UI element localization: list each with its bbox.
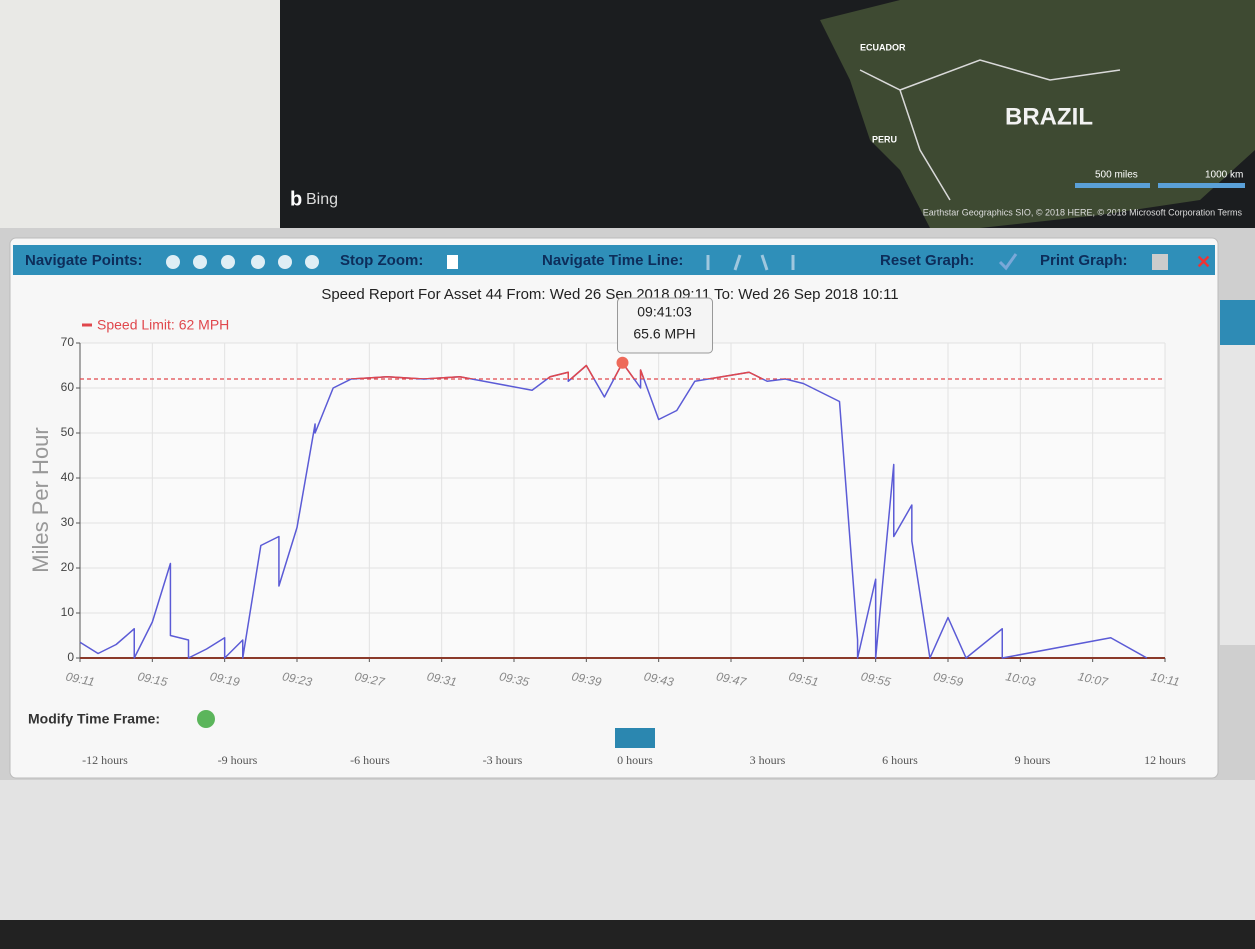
map-label: BRAZIL xyxy=(1005,103,1093,130)
nav-button[interactable] xyxy=(305,255,319,269)
slider-label: 6 hours xyxy=(882,753,918,767)
hover-point xyxy=(617,357,629,369)
page: {"map": {"brand": "Bing", "labels": ["EC… xyxy=(0,0,1255,949)
map-label: ECUADOR xyxy=(860,42,906,52)
plot-area xyxy=(80,343,1165,658)
side-tab[interactable] xyxy=(1220,300,1255,345)
scale-bar xyxy=(1158,183,1245,188)
y-tick-label: 70 xyxy=(61,335,75,349)
map-attribution: Earthstar Geographics SIO, © 2018 HERE, … xyxy=(923,207,1243,217)
chart-title: Speed Report For Asset 44 From: Wed 26 S… xyxy=(321,286,898,303)
map-scale: 1000 km xyxy=(1205,170,1243,181)
scale-bar xyxy=(1075,183,1150,188)
nav-button[interactable] xyxy=(193,255,207,269)
toolbar-label: Navigate Time Line: xyxy=(542,252,683,269)
monitor-bezel xyxy=(0,920,1255,949)
slider-handle[interactable] xyxy=(615,728,655,748)
page-bottom xyxy=(0,780,1255,920)
time-frame-label: Modify Time Frame: xyxy=(28,711,160,727)
toolbar-label: Stop Zoom: xyxy=(340,252,423,269)
y-tick-label: 60 xyxy=(61,380,75,394)
nav-button[interactable] xyxy=(166,255,180,269)
side-panel xyxy=(0,0,280,228)
nav-button[interactable] xyxy=(251,255,265,269)
slider-label: 0 hours xyxy=(617,753,653,767)
side-list xyxy=(1220,345,1255,645)
map-scale: 500 miles xyxy=(1095,170,1138,181)
bing-brand: Bing xyxy=(306,191,338,208)
slider-label: 9 hours xyxy=(1015,753,1051,767)
y-tick-label: 10 xyxy=(61,605,75,619)
slider-label: 3 hours xyxy=(750,753,786,767)
y-tick-label: 40 xyxy=(61,470,75,484)
map-label: PERU xyxy=(872,134,897,144)
time-frame-toggle[interactable] xyxy=(197,710,215,728)
slider-label: -12 hours xyxy=(82,753,128,767)
nav-button[interactable] xyxy=(221,255,235,269)
y-tick-label: 0 xyxy=(67,650,74,664)
y-axis-label: Miles Per Hour xyxy=(28,427,53,572)
bing-logo: b xyxy=(290,188,302,210)
y-tick-label: 50 xyxy=(61,425,75,439)
slider-label: 12 hours xyxy=(1144,753,1186,767)
print-button[interactable] xyxy=(1152,254,1168,270)
tooltip-time: 09:41:03 xyxy=(637,304,692,320)
legend-label: Speed Limit: 62 MPH xyxy=(97,317,229,333)
toolbar-label: Print Graph: xyxy=(1040,252,1128,269)
toolbar-label: Navigate Points: xyxy=(25,252,143,269)
toolbar-label: Reset Graph: xyxy=(880,252,974,269)
screen: ECUADOR PERU BRAZIL 500 miles 1000 km b … xyxy=(0,0,1255,949)
tooltip: 09:41:03 65.6 MPH xyxy=(618,298,713,353)
y-tick-label: 20 xyxy=(61,560,75,574)
stop-zoom-button[interactable] xyxy=(447,255,458,269)
nav-button[interactable] xyxy=(278,255,292,269)
y-tick-label: 30 xyxy=(61,515,75,529)
slider-label: -9 hours xyxy=(218,753,258,767)
slider-label: -6 hours xyxy=(350,753,390,767)
tooltip-value: 65.6 MPH xyxy=(633,326,695,342)
close-button[interactable]: ✕ xyxy=(1196,252,1211,272)
slider-label: -3 hours xyxy=(483,753,523,767)
